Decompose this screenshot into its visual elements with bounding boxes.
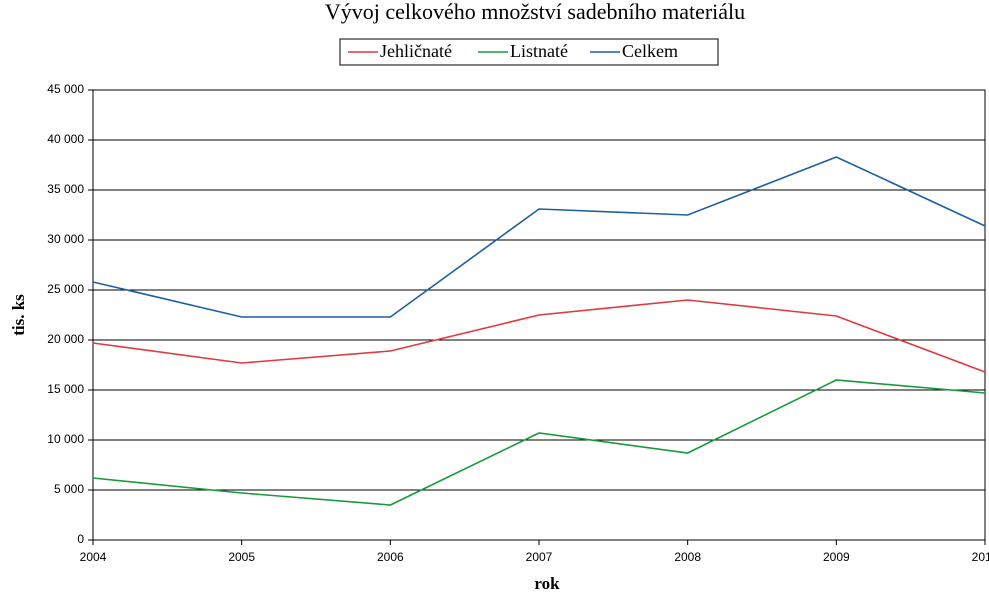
x-tick-label: 2007 — [526, 550, 553, 564]
y-tick-label: 25 000 — [47, 282, 84, 296]
chart-title: Vývoj celkového množství sadebního mater… — [325, 0, 745, 24]
y-tick-label: 40 000 — [47, 132, 84, 146]
x-tick-label: 2010 — [972, 550, 989, 564]
x-axis-label: rok — [534, 574, 560, 593]
legend-box — [339, 38, 719, 66]
x-tick-label: 2006 — [377, 550, 404, 564]
y-tick-label: 35 000 — [47, 182, 84, 196]
series-line — [92, 156, 986, 318]
legend-label: Celkem — [622, 41, 678, 61]
y-tick-label: 30 000 — [47, 232, 84, 246]
y-tick-label: 10 000 — [47, 432, 84, 446]
x-tick-label: 2009 — [823, 550, 850, 564]
y-axis-label: tis. ks — [9, 294, 28, 336]
y-tick-label: 15 000 — [47, 382, 84, 396]
y-tick-label: 5 000 — [54, 482, 84, 496]
series-line — [92, 299, 986, 373]
y-tick-label: 20 000 — [47, 332, 84, 346]
legend-label: Jehličnaté — [380, 41, 452, 61]
series-line — [92, 379, 986, 506]
x-tick-label: 2008 — [674, 550, 701, 564]
y-tick-label: 0 — [77, 532, 84, 546]
x-tick-label: 2005 — [228, 550, 255, 564]
legend-label: Listnaté — [510, 41, 568, 61]
y-tick-label: 45 000 — [47, 82, 84, 96]
x-tick-label: 2004 — [80, 550, 107, 564]
